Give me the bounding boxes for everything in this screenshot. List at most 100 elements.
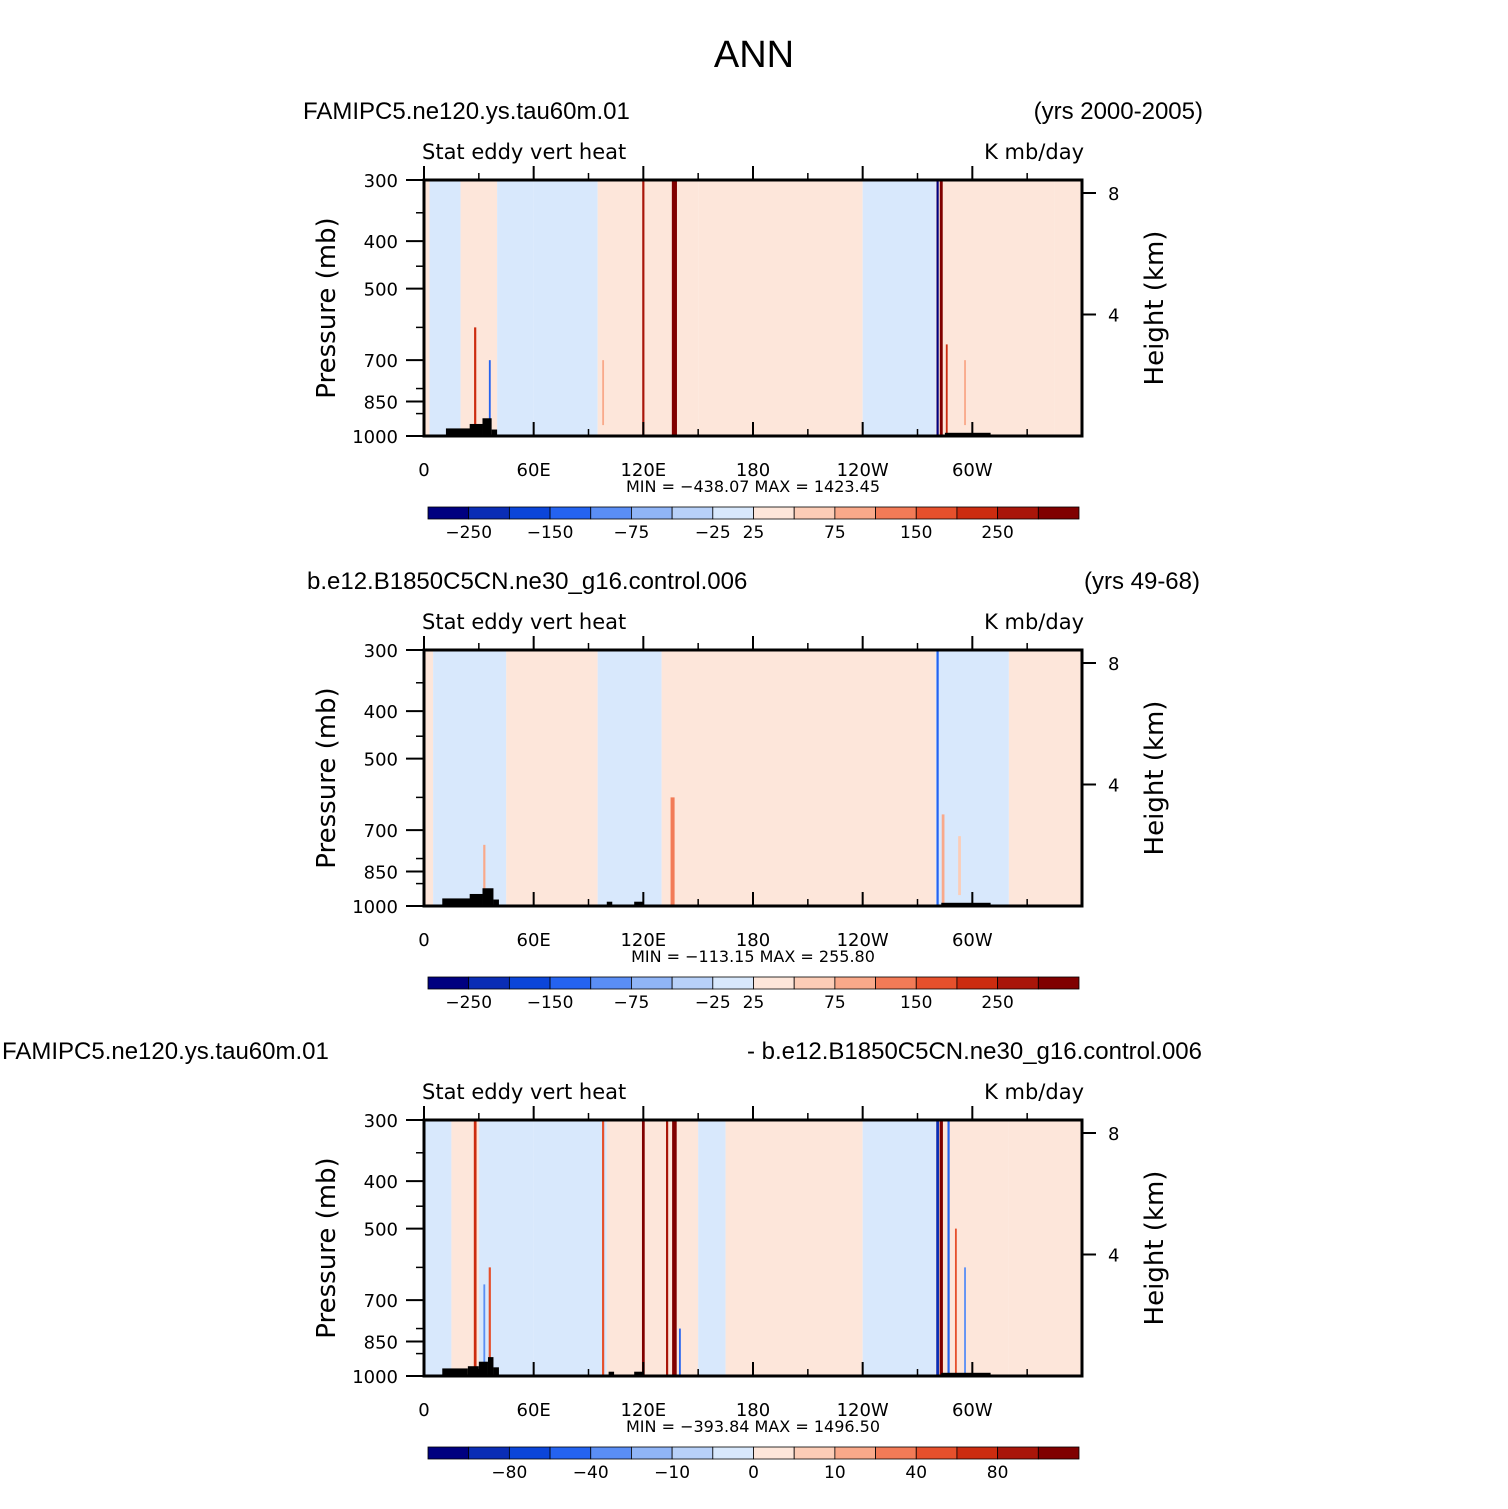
y-tick-label: 700 [364, 821, 398, 842]
y-tick-label: 500 [364, 280, 398, 301]
plot-area [424, 650, 1082, 906]
field-band [935, 1120, 1009, 1376]
x-tick-label: 60W [952, 930, 993, 951]
field-band [698, 180, 863, 436]
colorbar-swatch [671, 506, 714, 520]
y-axis-title: Pressure (mb) [312, 687, 342, 868]
topography-block [941, 1372, 991, 1376]
colorbar-swatch [508, 506, 551, 520]
x-tick-label: 120W [837, 930, 889, 951]
field-feature [947, 1120, 950, 1376]
colorbar-swatch [793, 976, 836, 990]
panel-right-label: K mb/day [984, 610, 1084, 634]
panel-1: Stat eddy vert heat K mb/day 300 400 500 700 8… [312, 140, 1170, 543]
colorbar-label: 0 [748, 1463, 759, 1483]
topography-block [606, 901, 613, 906]
y-right-tick-label: 4 [1108, 1245, 1119, 1266]
colorbar-swatch [590, 506, 632, 520]
field-feature [642, 180, 645, 436]
field-band [433, 650, 507, 906]
y-right-tick-label: 4 [1108, 305, 1119, 326]
x-tick-label: 0 [418, 930, 429, 951]
colorbar-swatch [956, 506, 999, 520]
colorbar-label: 250 [981, 523, 1013, 543]
x-tick-label: 60E [517, 460, 551, 481]
colorbar-swatch [915, 976, 958, 990]
field-feature [671, 180, 677, 436]
x-tick-label: 120W [837, 1400, 889, 1421]
topography-block [445, 428, 474, 436]
field-feature [936, 180, 939, 436]
x-tick-label: 60E [517, 930, 551, 951]
colorbar-swatch [834, 506, 876, 520]
y-tick-label: 1000 [352, 427, 398, 448]
field-feature [939, 1120, 943, 1376]
field-band [661, 650, 936, 906]
min-max-stats: MIN = −113.15 MAX = 255.80 [631, 947, 875, 966]
min-max-stats: MIN = −438.07 MAX = 1423.45 [626, 477, 880, 496]
panel-2: Stat eddy vert heat K mb/day 300 400 500 700 8… [312, 610, 1170, 1013]
colorbar-swatch [875, 1446, 917, 1460]
colorbar-label: −40 [573, 1463, 609, 1483]
topography-block [478, 1361, 488, 1376]
panel-1-period: (yrs 2000-2005) [1033, 98, 1203, 125]
colorbar-swatch [468, 1446, 510, 1460]
x-tick-label: 60W [952, 1400, 993, 1421]
topography-block [442, 898, 474, 906]
colorbar-label: −75 [613, 993, 649, 1013]
colorbar-swatch [793, 1446, 836, 1460]
y-right-tick-label: 8 [1108, 654, 1119, 675]
field-band [606, 1120, 699, 1376]
field-feature [941, 814, 945, 906]
colorbar-label: −150 [527, 993, 574, 1013]
colorbar-swatch [1037, 506, 1080, 520]
colorbar-label: −75 [613, 523, 649, 543]
colorbar-swatch [956, 1446, 999, 1460]
colorbar-swatch [508, 1446, 551, 1460]
colorbar-label: 150 [900, 993, 932, 1013]
colorbar-swatch [631, 1446, 673, 1460]
colorbar-swatch [590, 1446, 632, 1460]
y-axis-title: Pressure (mb) [312, 217, 342, 398]
colorbar-swatch [631, 506, 673, 520]
topography-block [469, 893, 483, 906]
panel-3-period: - b.e12.B1850C5CN.ne30_g16.control.006 [747, 1038, 1202, 1065]
field-band [497, 180, 534, 436]
y-tick-label: 400 [364, 232, 398, 253]
panel-right-label: K mb/day [984, 140, 1084, 164]
y-tick-label: 500 [364, 1220, 398, 1241]
field-band [460, 180, 498, 436]
topography-block [493, 899, 499, 906]
topography-block [634, 901, 644, 906]
y-axis-title: Pressure (mb) [312, 1157, 342, 1338]
field-band [424, 180, 430, 436]
field-band [725, 1120, 863, 1376]
colorbar-label: −80 [491, 1463, 527, 1483]
field-feature [473, 1120, 477, 1376]
panel-left-label: Stat eddy vert heat [422, 610, 626, 634]
x-tick-label: 120W [837, 460, 889, 481]
colorbar-label: 80 [987, 1463, 1009, 1483]
colorbar-swatch [712, 506, 754, 520]
x-tick-label: 0 [418, 1400, 429, 1421]
colorbar-swatch [712, 1446, 754, 1460]
colorbar-swatch [1037, 976, 1080, 990]
y-tick-label: 700 [364, 351, 398, 372]
y-right-tick-label: 8 [1108, 184, 1119, 205]
colorbar-swatch [468, 506, 510, 520]
y-tick-label: 850 [364, 392, 398, 413]
field-feature [670, 797, 675, 906]
colorbar-label: 40 [905, 1463, 927, 1483]
colorbar-swatch [712, 976, 754, 990]
field-band [424, 1120, 452, 1376]
field-band [597, 650, 662, 906]
topography-block [467, 1366, 479, 1376]
colorbar-swatch [549, 506, 592, 520]
field-band [424, 650, 434, 906]
y-tick-label: 300 [364, 1111, 398, 1132]
y-right-tick-label: 4 [1108, 775, 1119, 796]
field-band [429, 180, 461, 436]
y-tick-label: 1000 [352, 897, 398, 918]
colorbar-swatch [793, 506, 836, 520]
field-band [862, 1120, 936, 1376]
